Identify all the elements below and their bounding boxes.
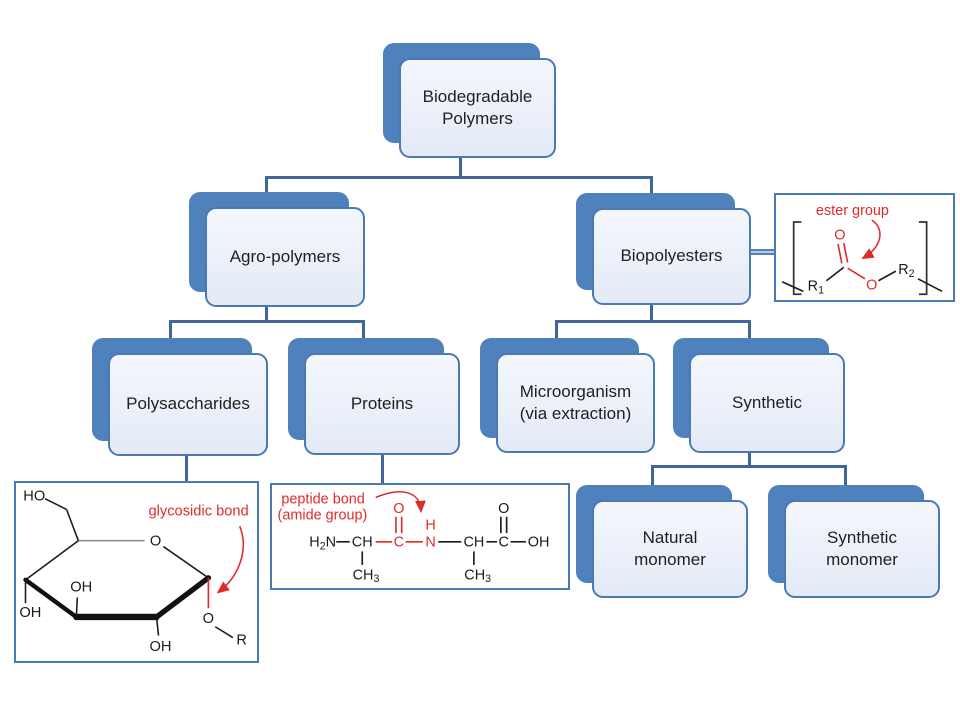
connector-polysaccharides-inset [185, 455, 188, 482]
node-label-line: Biodegradable [422, 86, 533, 106]
glycosidic-arrow [216, 525, 244, 594]
connector-drop-microorganism [555, 320, 558, 340]
ester-group-inset[interactable]: ester group R1 O O R2 [774, 193, 955, 302]
amide-n-label: N [425, 535, 435, 551]
right-bracket [918, 221, 928, 296]
peptide-caption-line1: peptide bond [281, 491, 364, 507]
node-label-line: monomer [634, 550, 706, 569]
node-label-line: Polymers [442, 109, 513, 128]
carbonyl-c-label: C [394, 535, 404, 551]
connector-synthetic-horizontal [651, 465, 847, 468]
node-label-line: monomer [826, 550, 898, 569]
node-polysaccharides[interactable]: Polysaccharides [92, 338, 268, 456]
node-agro-polymers[interactable]: Agro-polymers [189, 192, 365, 307]
acid-o-label: O [498, 501, 509, 517]
node-biodegradable-polymers[interactable]: Biodegradable Polymers [383, 43, 556, 158]
node-label-line: Synthetic [827, 527, 897, 547]
node-label-line: (via extraction) [519, 404, 632, 423]
node-synthetic[interactable]: Synthetic [673, 338, 845, 453]
ester-oxygen-label: O [866, 277, 877, 293]
node-label-line: Agro-polymers [229, 246, 341, 266]
node-label-line: Biopolyesters [620, 246, 723, 266]
ester-structure: ester group R1 O O R2 [781, 203, 943, 296]
connector-biopolyesters-stem [650, 304, 653, 321]
node-biopolyesters[interactable]: Biopolyesters [576, 193, 751, 305]
glycosidic-oxygen-label: O [203, 611, 214, 627]
peptide-arrow [375, 491, 426, 514]
connector-synthetic-stem [748, 452, 751, 466]
oh-bottom-label: OH [149, 639, 171, 655]
carbonyl-oxygen-label: O [834, 227, 845, 243]
node-microorganism[interactable]: Microorganism (via extraction) [480, 338, 655, 453]
oh-inner-label: OH [70, 580, 92, 596]
ho-label: HO [23, 489, 45, 505]
r2-label: R2 [898, 262, 914, 280]
node-natural-monomer[interactable]: Natural monomer [576, 485, 748, 598]
ester-caption: ester group [816, 203, 889, 219]
connector-drop-synthetic-monomer [844, 465, 847, 485]
connector-agro-stem [265, 306, 268, 321]
node-label-line: Natural [642, 527, 698, 547]
acid-c-label: C [499, 535, 509, 551]
carbonyl-o-label: O [393, 501, 404, 517]
ch3-right-label: CH3 [464, 567, 491, 585]
node-proteins[interactable]: Proteins [288, 338, 460, 455]
connector-drop-polysaccharides [169, 320, 172, 340]
connector-proteins-inset [381, 454, 384, 484]
node-face: Natural monomer [592, 500, 748, 598]
h2n-label: H2N [309, 535, 336, 553]
glycosidic-bond-inset[interactable]: glycosidic bond HO O OH OH [14, 481, 259, 663]
r1-label: R1 [808, 278, 824, 296]
peptide-bonds-red [375, 516, 423, 543]
node-face: Biopolyesters [592, 208, 751, 305]
ch-left-label: CH [352, 535, 373, 551]
ch-right-label: CH [463, 535, 484, 551]
ester-bonds-red [837, 243, 866, 280]
ester-arrow [861, 219, 881, 260]
node-label-line: Proteins [350, 393, 414, 413]
node-label-line: Polysaccharides [126, 394, 250, 414]
sugar-bonds-bold [23, 575, 212, 621]
node-label-line: Synthetic [732, 392, 802, 412]
connector-drop-biopolyesters [650, 176, 653, 194]
node-face: Agro-polymers [205, 207, 365, 307]
node-label-line: Microorganism [519, 381, 632, 401]
node-synthetic-monomer[interactable]: Synthetic monomer [768, 485, 940, 598]
connector-biopolyesters-ester-inset [750, 249, 775, 255]
ring-oxygen-label: O [150, 534, 161, 550]
node-face: Polysaccharides [108, 353, 268, 456]
peptide-structure: peptide bond (amide group) H2N CH [278, 491, 550, 585]
connector-drop-natural-monomer [651, 465, 654, 485]
connector-drop-agro [265, 176, 268, 193]
glycosidic-structure: glycosidic bond HO O OH OH [19, 489, 248, 656]
ch3-left-label: CH3 [353, 567, 380, 585]
connector-agro-horizontal [169, 320, 365, 323]
peptide-caption-line2: (amide group) [278, 508, 368, 524]
connector-drop-synthetic [748, 320, 751, 340]
connector-drop-proteins [362, 320, 365, 340]
connector-biopolyesters-horizontal [555, 320, 751, 323]
ester-bonds-black [781, 266, 943, 293]
peptide-bonds-black [336, 516, 526, 565]
node-face: Microorganism (via extraction) [496, 353, 655, 453]
node-face: Synthetic monomer [784, 500, 940, 598]
peptide-bond-inset[interactable]: peptide bond (amide group) H2N CH [270, 483, 570, 590]
oh-left-label: OH [19, 605, 41, 621]
sugar-bonds-thin [24, 497, 234, 639]
glycosidic-caption: glycosidic bond [148, 503, 248, 519]
connector-level1-horizontal [265, 176, 653, 179]
connector-root-stem [459, 157, 462, 177]
r-label: R [236, 632, 247, 648]
oh-label: OH [528, 535, 550, 551]
left-bracket [792, 221, 802, 296]
node-face: Synthetic [689, 353, 845, 453]
amide-h-label: H [425, 517, 435, 533]
node-face: Proteins [304, 353, 460, 455]
node-face: Biodegradable Polymers [399, 58, 556, 158]
